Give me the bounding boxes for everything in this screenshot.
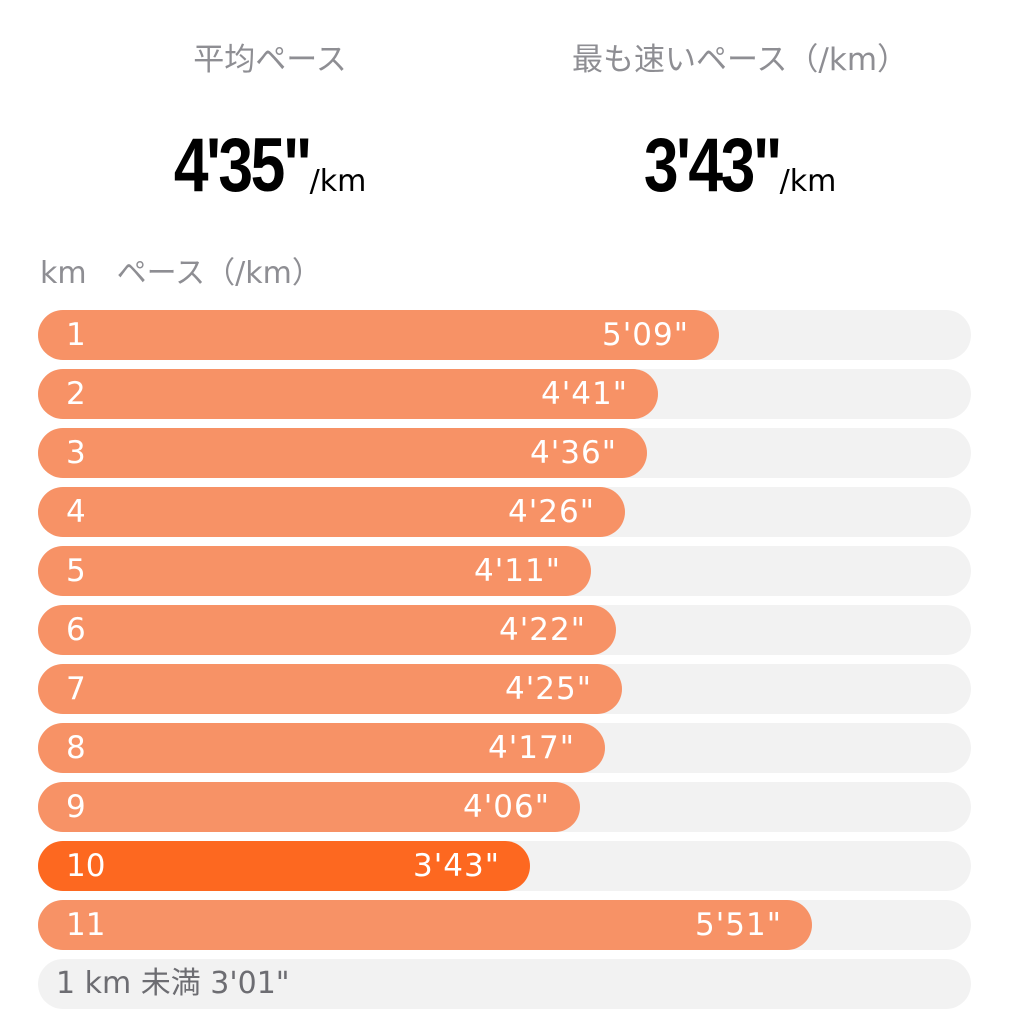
split-pace-label: 4'17" (488, 730, 575, 766)
split-km-label: 8 (66, 730, 86, 766)
average-pace-label: 平均ペース (193, 42, 347, 78)
split-row: 10 3'43" (38, 841, 971, 891)
split-row: 1 5'09" (38, 310, 971, 360)
split-pace-label: 5'09" (602, 317, 689, 353)
partial-km-label: 1 km 未満 3'01" (56, 966, 290, 1001)
split-bar (38, 605, 616, 655)
split-km-label: 6 (66, 612, 86, 648)
split-row: 8 4'17" (38, 723, 971, 773)
average-pace-value-row: 4'35"/km (110, 126, 430, 226)
split-row: 9 4'06" (38, 782, 971, 832)
split-bar (38, 723, 605, 773)
split-pace-label: 4'06" (463, 789, 550, 825)
split-bar (38, 428, 647, 478)
split-bar (38, 310, 719, 360)
split-row: 3 4'36" (38, 428, 971, 478)
split-row: 4 4'26" (38, 487, 971, 537)
column-header-pace: ペース（/km） (116, 256, 322, 291)
split-km-label: 7 (66, 671, 86, 707)
split-pace-label: 5'51" (695, 907, 782, 943)
column-header-km: km (40, 256, 87, 291)
split-pace-label: 4'41" (541, 376, 628, 412)
average-pace-stat: 平均ペース 4'35"/km (110, 38, 430, 226)
splits-list: 1 5'09" 2 4'41" 3 4'36" 4 4'26" 5 4'11" 6 4'22" 7 4'2… (38, 310, 971, 1018)
split-row: 7 4'25" (38, 664, 971, 714)
split-bar (38, 900, 812, 950)
split-km-label: 10 (66, 848, 106, 884)
split-pace-label: 4'36" (530, 435, 617, 471)
split-pace-label: 4'25" (505, 671, 592, 707)
fastest-pace-value: 3'43" (643, 123, 783, 208)
split-pace-label: 3'43" (413, 848, 500, 884)
split-bar (38, 369, 658, 419)
fastest-pace-unit: /km (779, 164, 837, 199)
splits-table-header: km ペース（/km） (40, 252, 322, 296)
split-km-label: 1 (66, 317, 86, 353)
fastest-pace-label: 最も速いペース（/km） (571, 42, 909, 78)
split-pace-label: 4'22" (499, 612, 586, 648)
split-km-label: 2 (66, 376, 86, 412)
fastest-pace-value-row: 3'43"/km (540, 126, 940, 226)
split-bar (38, 782, 580, 832)
split-row: 6 4'22" (38, 605, 971, 655)
split-row: 5 4'11" (38, 546, 971, 596)
pace-summary: 平均ペース 4'35"/km 最も速いペース（/km） 3'43"/km (0, 0, 1009, 230)
split-km-label: 4 (66, 494, 86, 530)
split-bar (38, 546, 591, 596)
partial-km-row: 1 km 未満 3'01" (38, 959, 971, 1009)
split-bar-fastest (38, 841, 530, 891)
split-bar (38, 664, 622, 714)
fastest-pace-stat: 最も速いペース（/km） 3'43"/km (540, 38, 940, 226)
split-pace-label: 4'26" (508, 494, 595, 530)
split-km-label: 9 (66, 789, 86, 825)
split-bar (38, 487, 625, 537)
split-km-label: 11 (66, 907, 106, 943)
split-km-label: 3 (66, 435, 86, 471)
split-pace-label: 4'11" (474, 553, 561, 589)
partial-km-track (38, 959, 971, 1009)
split-row: 11 5'51" (38, 900, 971, 950)
split-row: 2 4'41" (38, 369, 971, 419)
average-pace-unit: /km (309, 164, 367, 199)
split-km-label: 5 (66, 553, 86, 589)
average-pace-value: 4'35" (173, 123, 313, 208)
